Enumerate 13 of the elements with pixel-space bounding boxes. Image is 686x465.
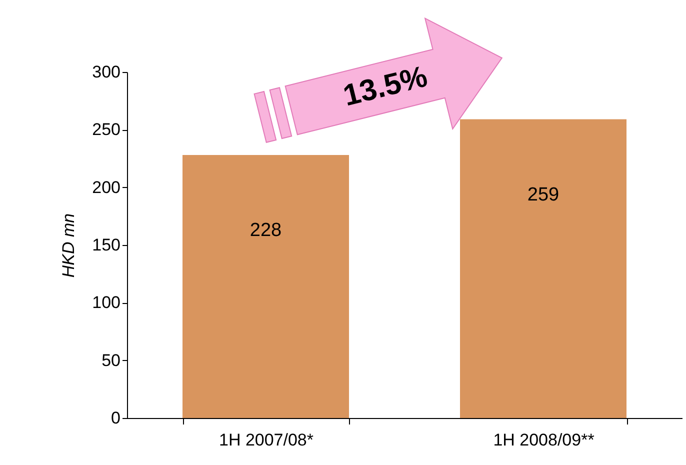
y-tick-label: 50	[102, 350, 120, 370]
x-tick-label: 1H 2008/09**	[493, 430, 595, 450]
y-tick-label: 250	[92, 120, 120, 140]
x-tick-label: 1H 2007/08*	[218, 430, 314, 450]
y-tick-label: 300	[92, 62, 120, 82]
annotation: 13.5%	[340, 60, 431, 113]
data-label: 259	[527, 184, 560, 206]
y-tick-label: 100	[92, 293, 120, 312]
y-tick-label: 150	[92, 236, 120, 254]
y-tick-label: 200	[92, 178, 120, 197]
y-axis-title: HKD mn	[59, 213, 78, 278]
data-label: 228	[250, 220, 282, 242]
y-tick-label: 0	[111, 408, 120, 428]
